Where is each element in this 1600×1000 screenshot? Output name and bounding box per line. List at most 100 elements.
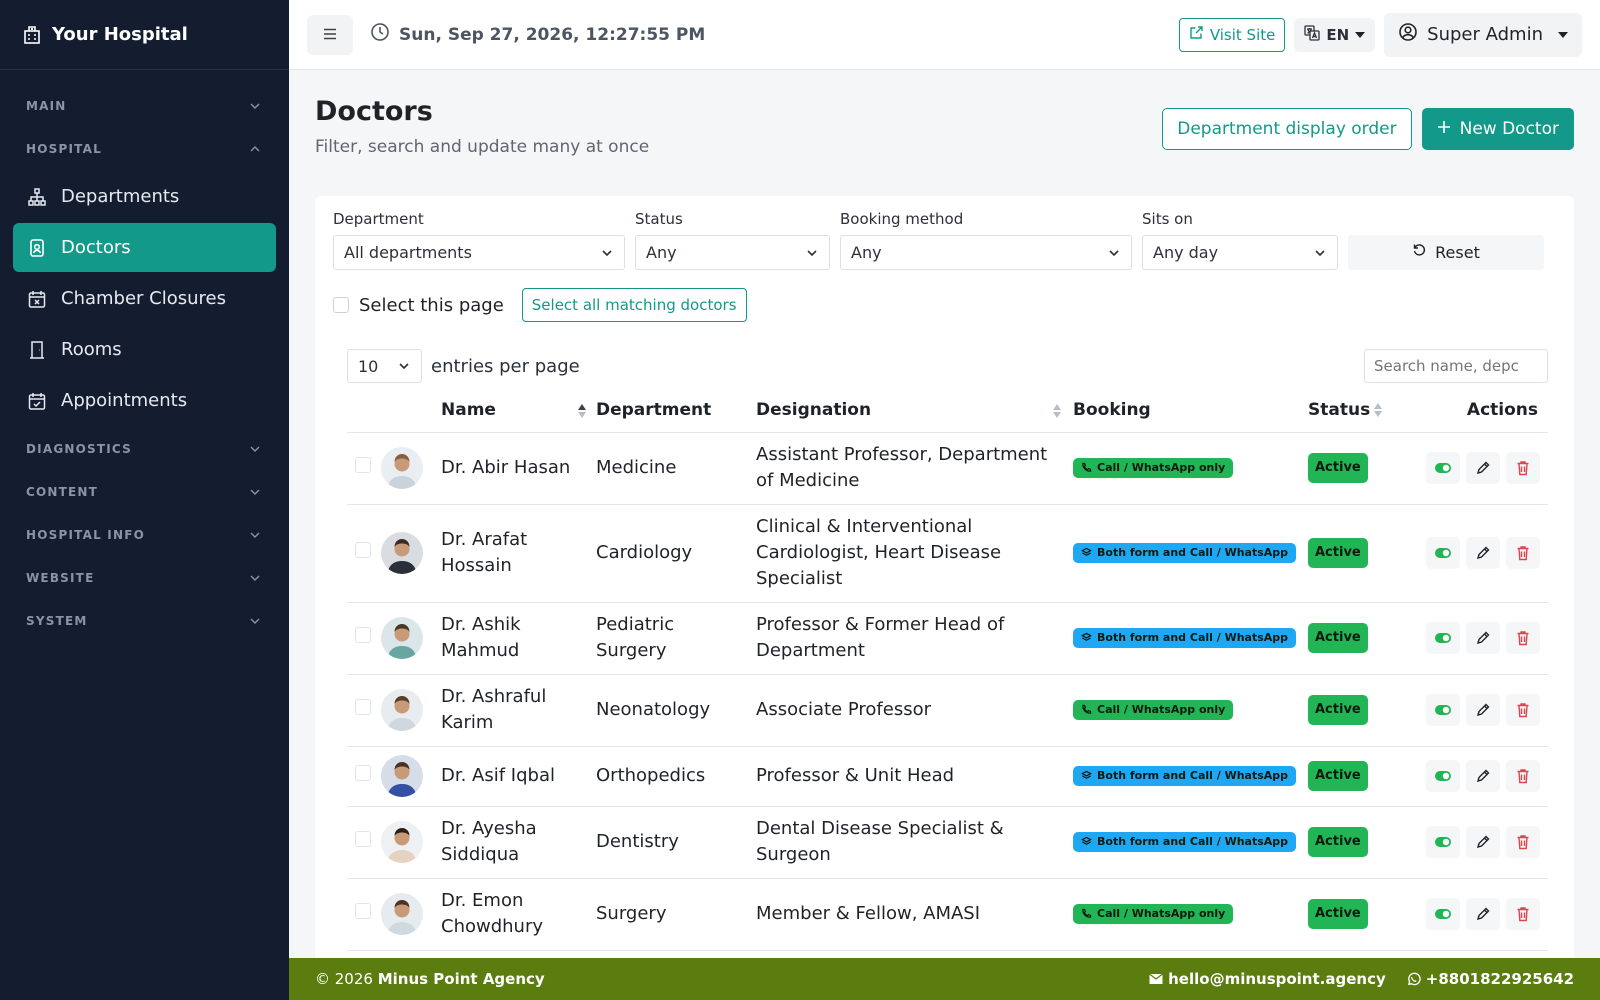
doctor-name: Dr. Ashik Mahmud <box>441 614 521 661</box>
row-checkbox[interactable] <box>355 457 371 473</box>
select-value: 10 <box>358 356 379 376</box>
bulk-select-bar: Select this page Select all matching doc… <box>333 288 747 322</box>
toggle-status-button[interactable] <box>1426 898 1460 930</box>
toggle-status-button[interactable] <box>1426 760 1460 792</box>
sidebar-section-hospital[interactable]: HOSPITAL <box>0 127 289 170</box>
sits-on-filter-select[interactable]: Any day <box>1142 235 1338 270</box>
datetime-text: Sun, Sep 27, 2026, 12:27:55 PM <box>399 24 706 45</box>
select-all-matching-button[interactable]: Select all matching doctors <box>521 288 747 322</box>
menu-toggle-button[interactable] <box>307 14 353 55</box>
select-page-label[interactable]: Select this page <box>359 294 504 316</box>
department-name: Medicine <box>596 457 677 478</box>
toggle-status-button[interactable] <box>1426 622 1460 654</box>
sidebar-section-website[interactable]: WEBSITE <box>0 556 289 599</box>
visit-site-button[interactable]: Visit Site <box>1178 17 1286 52</box>
sidebar-item-doctors[interactable]: Doctors <box>13 223 276 272</box>
edit-button[interactable] <box>1466 537 1500 569</box>
footer-email[interactable]: hello@minuspoint.agency <box>1149 970 1386 988</box>
doctor-name-cell[interactable]: Dr. Ashraful Karim <box>441 674 596 747</box>
name-column-header[interactable]: Name <box>441 388 596 433</box>
entries-per-page-select[interactable]: 10 <box>347 349 422 383</box>
department-filter-select[interactable]: All departments <box>333 235 625 270</box>
sidebar-section-system[interactable]: SYSTEM <box>0 599 289 642</box>
status-column-header[interactable]: Status <box>1308 388 1405 433</box>
sidebar-section-hospital-info[interactable]: HOSPITAL INFO <box>0 513 289 556</box>
sidebar-item-rooms[interactable]: Rooms <box>13 325 276 374</box>
booking-filter-label: Booking method <box>840 210 964 228</box>
language-dropdown[interactable]: EN <box>1294 17 1376 52</box>
toggle-status-button[interactable] <box>1426 826 1460 858</box>
row-checkbox[interactable] <box>355 627 371 643</box>
status-filter-select[interactable]: Any <box>635 235 830 270</box>
agency-link[interactable]: Minus Point Agency <box>377 970 545 988</box>
sidebar-section-diagnostics[interactable]: DIAGNOSTICS <box>0 427 289 470</box>
footer: © 2026 Minus Point Agency hello@minuspoi… <box>289 958 1600 1000</box>
user-menu-dropdown[interactable]: Super Admin <box>1384 12 1582 57</box>
trash-icon <box>1516 834 1530 850</box>
doctor-name-cell[interactable]: Dr. Ayesha Siddiqua <box>441 806 596 879</box>
toggle-status-button[interactable] <box>1426 452 1460 484</box>
reset-filters-button[interactable]: Reset <box>1348 235 1544 270</box>
sidebar-item-chamber-closures[interactable]: Chamber Closures <box>13 274 276 323</box>
row-select-cell <box>347 806 381 879</box>
designation-text: Dental Disease Specialist & Surgeon <box>756 818 1004 865</box>
delete-button[interactable] <box>1506 694 1540 726</box>
toggle-on-icon <box>1434 908 1452 920</box>
search-input[interactable] <box>1364 349 1548 383</box>
delete-button[interactable] <box>1506 898 1540 930</box>
sidebar-item-departments[interactable]: Departments <box>13 172 276 221</box>
select-page-checkbox[interactable] <box>333 297 349 313</box>
delete-button[interactable] <box>1506 537 1540 569</box>
actions-cell <box>1405 878 1548 951</box>
doctor-name-cell[interactable]: Dr. Asif Iqbal <box>441 746 596 807</box>
row-checkbox[interactable] <box>355 699 371 715</box>
sidebar-item-label: Departments <box>61 186 180 207</box>
footer-phone[interactable]: +8801822925642 <box>1406 970 1574 988</box>
edit-button[interactable] <box>1466 622 1500 654</box>
row-select-cell <box>347 746 381 807</box>
chevron-down-icon <box>249 443 261 455</box>
edit-button[interactable] <box>1466 452 1500 484</box>
sidebar-section-main[interactable]: MAIN <box>0 84 289 127</box>
booking-method-filter-select[interactable]: Any <box>840 235 1132 270</box>
row-checkbox[interactable] <box>355 765 371 781</box>
delete-button[interactable] <box>1506 452 1540 484</box>
delete-button[interactable] <box>1506 826 1540 858</box>
sidebar-section-content[interactable]: CONTENT <box>0 470 289 513</box>
row-checkbox[interactable] <box>355 542 371 558</box>
hospital-icon <box>22 25 42 45</box>
row-checkbox[interactable] <box>355 903 371 919</box>
edit-button[interactable] <box>1466 760 1500 792</box>
delete-button[interactable] <box>1506 622 1540 654</box>
designation-column-header[interactable]: Designation <box>756 388 1073 433</box>
trash-icon <box>1516 768 1530 784</box>
toggle-on-icon <box>1434 547 1452 559</box>
toggle-status-button[interactable] <box>1426 537 1460 569</box>
delete-button[interactable] <box>1506 760 1540 792</box>
avatar <box>381 617 423 659</box>
edit-button[interactable] <box>1466 898 1500 930</box>
table-body: Dr. Abir Hasan Medicine Assistant Profes… <box>347 432 1548 951</box>
new-doctor-button[interactable]: New Doctor <box>1421 108 1574 150</box>
toggle-status-button[interactable] <box>1426 694 1460 726</box>
hamburger-icon <box>323 25 337 44</box>
table-row: Dr. Arafat Hossain Cardiology Clinical &… <box>347 504 1548 603</box>
doctor-name-cell[interactable]: Dr. Arafat Hossain <box>441 504 596 603</box>
edit-button[interactable] <box>1466 826 1500 858</box>
department-filter-label: Department <box>333 210 424 228</box>
sidebar-item-appointments[interactable]: Appointments <box>13 376 276 425</box>
row-checkbox[interactable] <box>355 831 371 847</box>
edit-button[interactable] <box>1466 694 1500 726</box>
pencil-icon <box>1475 906 1491 922</box>
doctor-name-cell[interactable]: Dr. Emon Chowdhury <box>441 878 596 951</box>
doctor-name: Dr. Arafat Hossain <box>441 529 528 576</box>
doctor-name: Dr. Abir Hasan <box>441 457 571 478</box>
chevron-down-icon <box>249 529 261 541</box>
table-row: Dr. Ashik Mahmud Pediatric Surgery Profe… <box>347 602 1548 675</box>
doctor-name-cell[interactable]: Dr. Abir Hasan <box>441 432 596 505</box>
doctor-name-cell[interactable]: Dr. Ashik Mahmud <box>441 602 596 675</box>
caret-down-icon <box>1355 31 1366 38</box>
trash-icon <box>1516 630 1530 646</box>
brand[interactable]: Your Hospital <box>0 0 289 70</box>
department-display-order-button[interactable]: Department display order <box>1162 108 1412 150</box>
